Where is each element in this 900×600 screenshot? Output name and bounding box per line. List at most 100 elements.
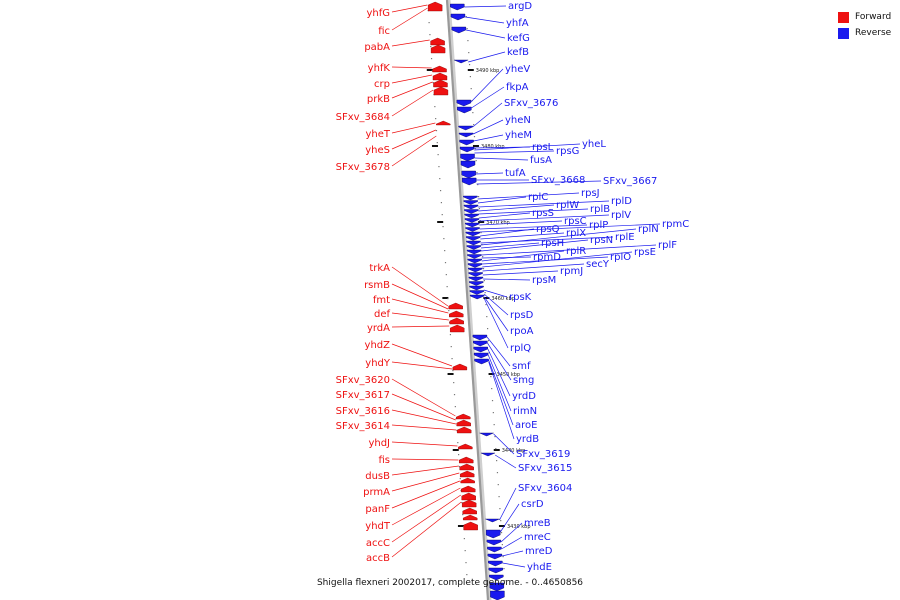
legend-swatch — [838, 27, 849, 39]
forward-gene-leader — [391, 458, 459, 461]
track-dot — [480, 232, 482, 234]
forward-gene-leader — [391, 74, 433, 84]
tick-mark — [498, 525, 505, 527]
reverse-gene-label: rplV — [611, 210, 631, 221]
reverse-gene — [451, 26, 467, 34]
backbone-shadow — [446, 0, 492, 600]
reverse-gene-label: rplE — [615, 232, 635, 243]
forward-gene — [460, 477, 475, 484]
reverse-gene-label: rpsD — [510, 310, 534, 321]
reverse-gene-leader — [494, 454, 517, 469]
reverse-gene — [469, 281, 484, 286]
track-dot — [461, 502, 463, 504]
reverse-gene-label: secY — [586, 259, 610, 270]
reverse-gene-leader — [476, 180, 602, 185]
reverse-gene-leader — [500, 522, 523, 543]
reverse-gene — [467, 258, 482, 264]
track-dot — [503, 568, 505, 570]
track-dot — [444, 250, 446, 252]
reverse-gene — [463, 204, 479, 210]
genome-caption: Shigella flexneri 2002017, complete geno… — [316, 578, 584, 588]
track-dot — [492, 412, 494, 414]
reverse-gene — [465, 227, 480, 232]
forward-gene-label: accC — [366, 538, 390, 549]
forward-gene-label: prmA — [363, 487, 390, 498]
reverse-gene — [459, 139, 474, 146]
reverse-gene-label: SFxv_3604 — [518, 483, 572, 494]
reverse-gene-leader — [478, 200, 610, 208]
forward-gene — [433, 79, 448, 88]
track-dot — [430, 58, 433, 60]
track-dot — [483, 280, 485, 282]
reverse-gene-label: yheM — [505, 130, 532, 141]
track-dot — [450, 346, 452, 348]
reverse-gene-leader — [502, 562, 526, 568]
track-dot — [499, 508, 501, 510]
forward-gene-label: def — [374, 309, 391, 320]
forward-gene-leader — [391, 129, 437, 150]
reverse-gene-leader — [468, 51, 506, 63]
reverse-gene-leader — [482, 251, 633, 268]
track-dot — [428, 22, 430, 24]
reverse-gene-label: rplF — [658, 240, 677, 251]
track-dot — [438, 166, 440, 168]
reverse-gene-leader — [474, 157, 529, 161]
forward-gene — [448, 302, 463, 310]
track-dot — [501, 544, 503, 546]
track-dot — [437, 154, 439, 156]
track-dot — [474, 148, 476, 150]
reverse-gene-leader — [501, 536, 523, 550]
track-dot — [493, 424, 495, 426]
reverse-gene-label: rpsE — [634, 247, 656, 258]
track-dot — [435, 118, 437, 120]
forward-gene-leader — [391, 480, 460, 509]
reverse-gene — [450, 3, 465, 11]
tick-mark — [483, 297, 490, 299]
reverse-gene — [468, 267, 483, 273]
reverse-gene-leader — [487, 348, 511, 397]
track-dot — [470, 88, 472, 90]
reverse-gene-label: fusA — [530, 155, 552, 166]
reverse-gene-leader — [482, 270, 559, 276]
reverse-gene-label: rpsQ — [536, 224, 560, 235]
reverse-gene — [466, 245, 481, 250]
reverse-gene-label: yheV — [505, 64, 530, 75]
reverse-gene — [490, 590, 505, 600]
reverse-gene-label: mreD — [525, 546, 553, 557]
reverse-gene — [486, 529, 501, 539]
tick-label: 3430 kbp — [507, 524, 531, 530]
reverse-gene — [488, 567, 504, 574]
reverse-gene-label: rpmD — [533, 252, 561, 263]
tick-label: 3440 kbp — [502, 448, 526, 454]
track-dot — [439, 178, 441, 180]
track-dot — [497, 484, 499, 486]
reverse-gene-label: SFxv_3619 — [516, 449, 570, 460]
tick-label: 3460 kbp — [491, 296, 515, 302]
track-dot — [435, 130, 438, 132]
legend-swatch — [838, 11, 849, 23]
reverse-gene — [489, 574, 504, 581]
tick-mark — [478, 221, 485, 223]
reverse-gene-label: rplW — [556, 200, 579, 211]
reverse-gene-leader — [465, 16, 505, 24]
forward-gene — [432, 65, 447, 73]
track-dot — [453, 394, 456, 396]
reverse-gene — [457, 106, 472, 114]
reverse-gene — [461, 170, 476, 179]
reverse-gene-label: yrdB — [516, 434, 539, 445]
legend-item: Forward — [838, 9, 891, 25]
track-dot — [444, 262, 447, 264]
reverse-gene-label: rpsG — [556, 146, 579, 157]
reverse-gene-leader — [478, 208, 589, 215]
track-dot — [495, 448, 497, 450]
track-dot — [478, 208, 481, 210]
reverse-gene-label: kefG — [507, 33, 530, 44]
reverse-gene-leader — [481, 250, 565, 262]
reverse-gene — [485, 518, 500, 523]
forward-gene-label: yhdZ — [365, 340, 391, 351]
reverse-gene-label: yheN — [505, 115, 531, 126]
track-dot — [454, 406, 456, 408]
track-dot — [443, 238, 445, 240]
reverse-gene — [469, 294, 485, 300]
track-dot — [494, 436, 496, 438]
